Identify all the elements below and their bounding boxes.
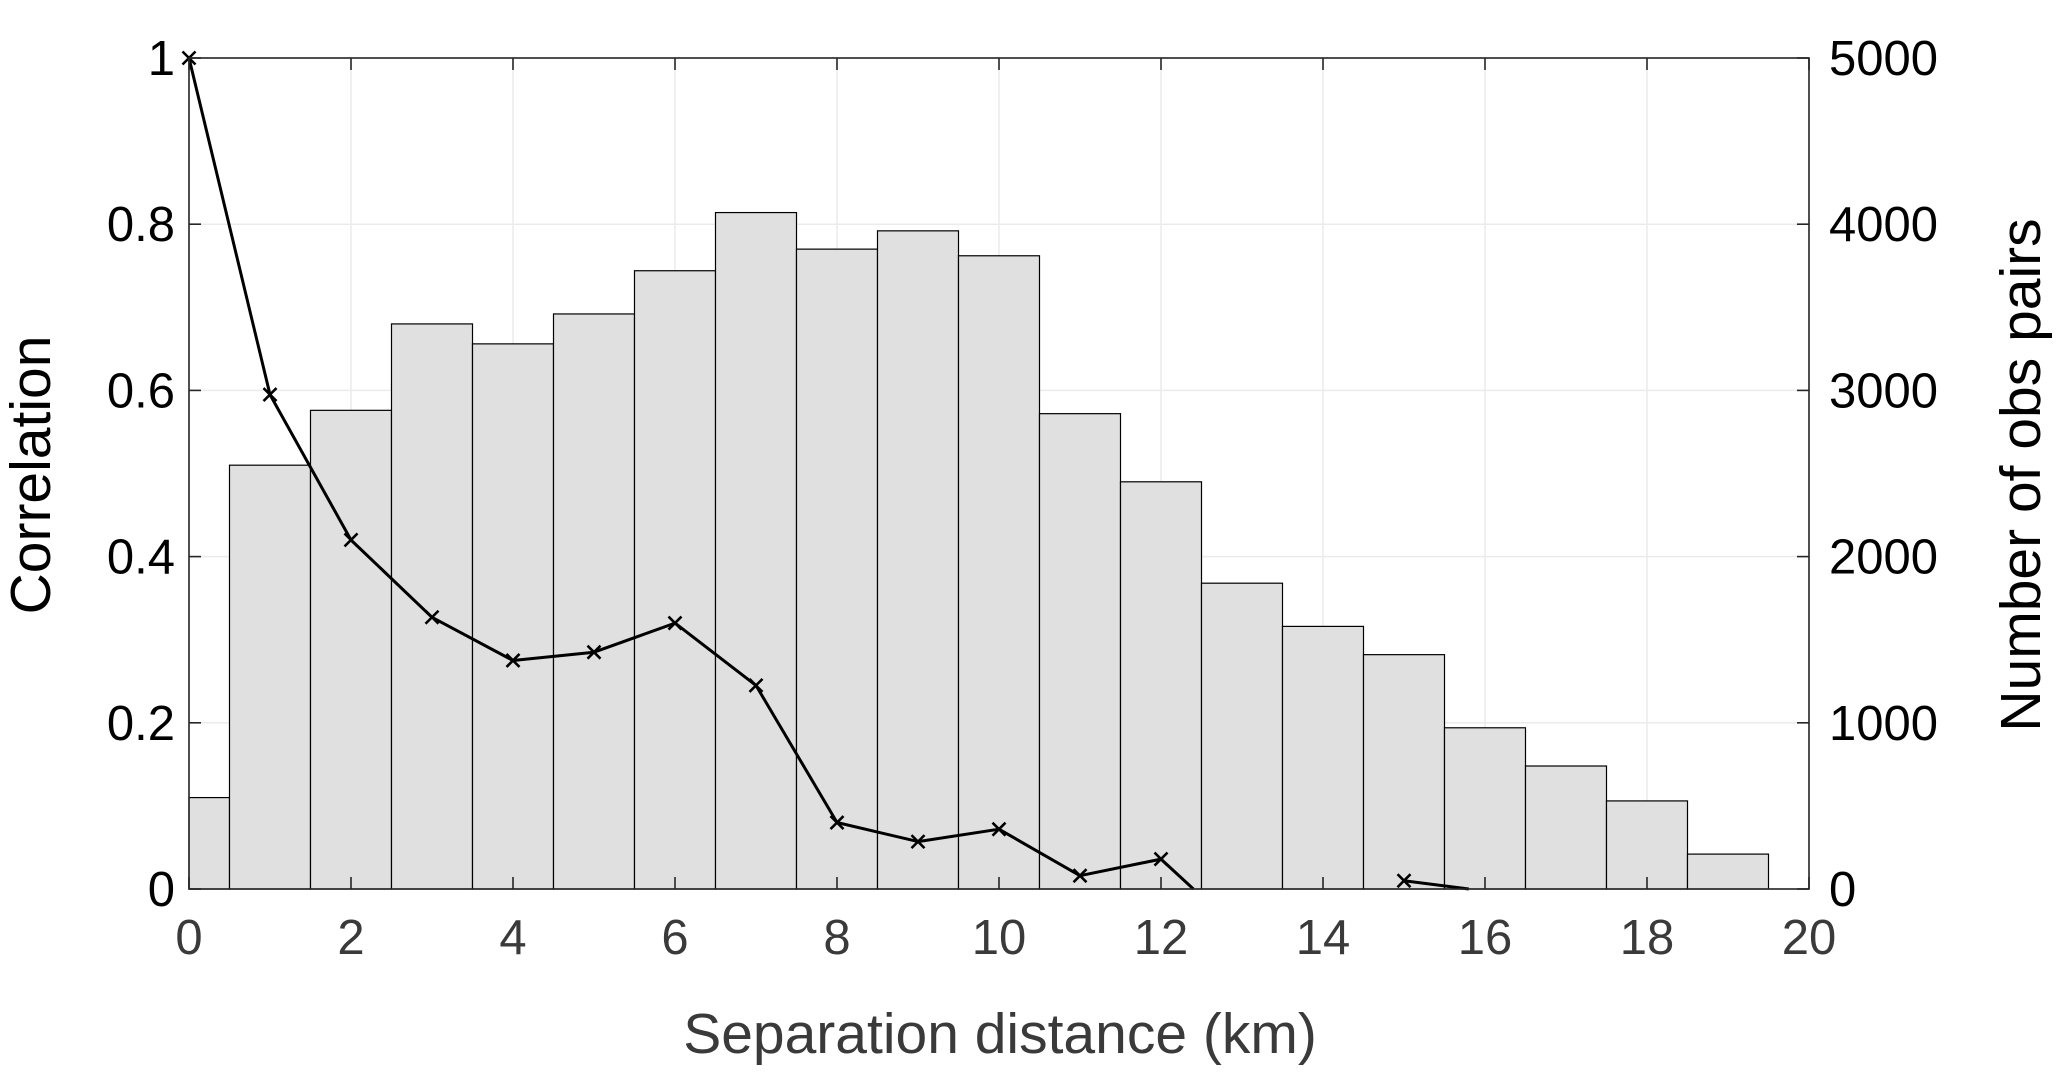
bar-2	[309, 409, 393, 890]
x-tick-label: 12	[1134, 911, 1189, 965]
bars	[188, 211, 1770, 890]
x-axis-title: Separation distance (km)	[683, 1002, 1317, 1066]
y-right-tick-label: 4000	[1829, 198, 1938, 252]
y-left-tick-label: 0.2	[107, 697, 175, 751]
x-tick-label: 20	[1782, 911, 1837, 965]
correlation-marker-10	[991, 821, 1007, 837]
bar-17	[1524, 765, 1608, 890]
correlation-marker-11	[1072, 868, 1088, 884]
x-tick-label: 10	[972, 911, 1027, 965]
bar-9	[876, 230, 960, 890]
bar-4	[471, 343, 555, 890]
x-tick-label: 6	[661, 911, 688, 965]
correlation-line-segment-0	[187, 57, 1195, 891]
correlation-marker-1	[262, 387, 278, 402]
axes-frame	[188, 57, 1810, 890]
bar-1	[228, 464, 312, 890]
bar-0	[188, 796, 231, 890]
bar-13	[1200, 582, 1284, 890]
tick-labels: 0 2 4 6 8 10 12 14 16 18 2000.20.40.60.81010002000…	[107, 32, 1938, 965]
correlation-marker-4	[505, 653, 521, 668]
bar-18	[1605, 800, 1689, 890]
x-tick-label: 8	[823, 911, 850, 965]
correlation-marker-3	[424, 609, 440, 625]
correlation-marker-13	[1396, 873, 1412, 889]
correlation-marker-7	[748, 677, 764, 693]
bar-12	[1119, 481, 1203, 890]
x-tick-label: 0	[175, 911, 202, 965]
y-right-tick-label: 3000	[1829, 364, 1938, 418]
bar-16	[1443, 727, 1527, 890]
bar-11	[1038, 413, 1122, 890]
correlation-marker-9	[910, 834, 926, 850]
y-left-tick-label: 0.8	[107, 198, 175, 252]
bar-10	[957, 255, 1041, 890]
x-tick-label: 2	[337, 911, 364, 965]
correlation-marker-6	[667, 615, 683, 631]
y-axis-right-title: Number of obs pairs	[1989, 218, 2053, 731]
y-right-tick-label: 1000	[1829, 697, 1938, 751]
bar-14	[1281, 625, 1365, 890]
x-tick-label: 14	[1296, 911, 1351, 965]
bar-19	[1686, 853, 1770, 890]
x-tick-label: 16	[1458, 911, 1513, 965]
bar-8	[795, 248, 879, 890]
correlation-markers	[181, 50, 1412, 889]
y-axis-left-title: Correlation	[0, 336, 63, 615]
bar-5	[552, 313, 636, 890]
bar-6	[633, 270, 717, 890]
x-tick-label: 18	[1620, 911, 1675, 965]
y-left-tick-label: 0.6	[107, 364, 175, 418]
correlation-marker-2	[343, 532, 359, 548]
bar-15	[1362, 654, 1446, 890]
y-right-tick-label: 0	[1829, 863, 1856, 917]
y-left-tick-label: 0	[148, 863, 175, 917]
correlation-line-segment-1	[1403, 879, 1469, 891]
correlation-marker-8	[829, 815, 845, 830]
correlation-marker-12	[1153, 851, 1169, 867]
y-right-tick-label: 2000	[1829, 531, 1938, 585]
bar-3	[390, 323, 474, 890]
y-left-tick-label: 0.4	[107, 531, 175, 585]
bar-7	[714, 211, 798, 890]
y-right-tick-label: 5000	[1829, 32, 1938, 86]
correlation-marker-5	[586, 644, 602, 660]
x-tick-label: 4	[499, 911, 526, 965]
y-left-tick-label: 1	[148, 32, 175, 86]
correlation-line	[187, 57, 1469, 891]
